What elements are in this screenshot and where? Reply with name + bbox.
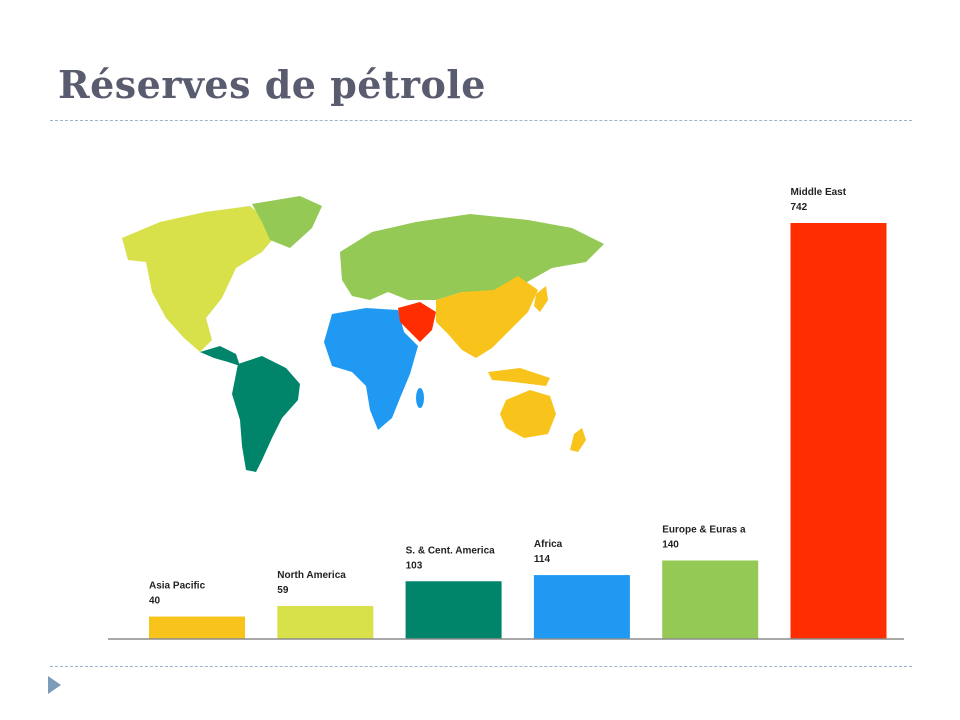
bar-value-europe-euras-a: 140 xyxy=(662,540,679,551)
bullet-arrow-icon xyxy=(48,676,61,694)
bar-label-middle-east: Middle East xyxy=(791,187,847,198)
bar-middle-east xyxy=(790,223,887,639)
map-region-middle-east xyxy=(398,302,436,342)
map-region-europe-eurasia xyxy=(340,214,604,300)
bar-label-africa: Africa xyxy=(534,539,563,550)
footer-divider xyxy=(50,666,912,667)
slide-title: Réserves de pétrole xyxy=(58,62,486,107)
map-region-australia xyxy=(500,390,556,438)
bar-value-asia-pacific: 40 xyxy=(149,596,161,607)
map-region-north-america xyxy=(122,204,312,352)
bar-value-middle-east: 742 xyxy=(791,202,808,213)
map-region-new-zealand xyxy=(570,428,586,452)
title-divider xyxy=(50,120,912,121)
world-map xyxy=(122,196,604,472)
bar-label-s-cent-america: S. & Cent. America xyxy=(406,545,496,556)
bar-africa xyxy=(533,575,630,639)
bar-value-s-cent-america: 103 xyxy=(406,560,423,571)
map-region-japan xyxy=(534,286,548,312)
bar-value-north-america: 59 xyxy=(277,585,289,596)
map-region-asia xyxy=(436,276,538,358)
map-region-indonesia xyxy=(488,368,550,386)
bar-value-africa: 114 xyxy=(534,554,551,565)
bar-north-america xyxy=(277,605,374,639)
map-region-africa xyxy=(324,308,418,430)
bar-label-asia-pacific: Asia Pacific xyxy=(149,581,206,592)
bar-label-north-america: North America xyxy=(277,570,346,581)
map-region-central-america xyxy=(200,346,240,366)
bar-s-cent-america xyxy=(405,581,502,639)
bar-europe-euras-a xyxy=(662,560,759,639)
bar-label-europe-euras-a: Europe & Euras a xyxy=(662,525,746,536)
map-region-south-america xyxy=(232,356,300,472)
map-region-madagascar xyxy=(416,388,424,408)
bar-group: Asia Pacific 40 North America 59 S. & Cent. … xyxy=(149,187,887,639)
bar-asia-pacific xyxy=(149,616,245,639)
map-region-greenland xyxy=(252,196,322,248)
